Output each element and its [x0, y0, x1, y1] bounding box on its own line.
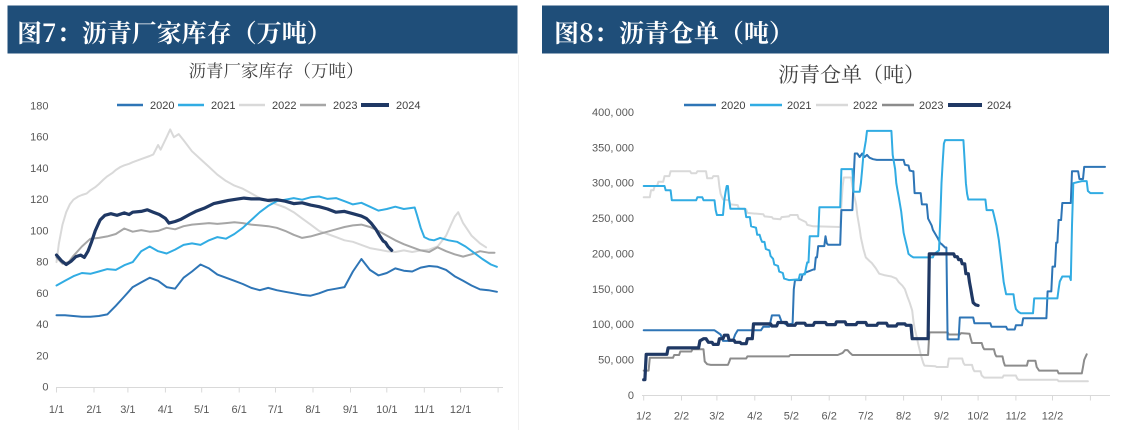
svg-text:7/1: 7/1	[268, 404, 283, 416]
svg-text:3/1: 3/1	[120, 404, 135, 416]
svg-text:100, 000: 100, 000	[592, 319, 634, 331]
svg-text:11/2: 11/2	[1006, 411, 1027, 423]
svg-text:150, 000: 150, 000	[592, 284, 634, 296]
svg-text:350, 000: 350, 000	[592, 142, 634, 154]
svg-text:50, 000: 50, 000	[598, 354, 634, 366]
svg-text:160: 160	[30, 132, 48, 144]
svg-text:0: 0	[42, 382, 48, 394]
svg-text:12/2: 12/2	[1042, 411, 1063, 423]
svg-text:300, 000: 300, 000	[592, 178, 634, 190]
svg-text:1/1: 1/1	[49, 404, 64, 416]
svg-text:2022: 2022	[853, 100, 877, 112]
svg-text:2024: 2024	[987, 100, 1011, 112]
svg-text:11/1: 11/1	[414, 404, 435, 416]
svg-text:3/2: 3/2	[709, 411, 724, 423]
svg-text:2/2: 2/2	[674, 411, 689, 423]
svg-text:9/2: 9/2	[934, 411, 949, 423]
svg-text:8/2: 8/2	[896, 411, 911, 423]
svg-text:2020: 2020	[721, 100, 745, 112]
svg-text:12/1: 12/1	[450, 404, 471, 416]
svg-text:140: 140	[30, 163, 48, 175]
svg-text:2021: 2021	[787, 100, 811, 112]
svg-text:200, 000: 200, 000	[592, 248, 634, 260]
svg-text:2023: 2023	[333, 100, 357, 112]
svg-text:6/2: 6/2	[822, 411, 837, 423]
svg-text:10/2: 10/2	[967, 411, 988, 423]
svg-text:2023: 2023	[919, 100, 943, 112]
svg-text:2/1: 2/1	[86, 404, 101, 416]
svg-text:2020: 2020	[150, 100, 174, 112]
svg-text:40: 40	[36, 319, 48, 331]
svg-text:2021: 2021	[211, 100, 235, 112]
svg-text:1/2: 1/2	[636, 411, 651, 423]
svg-text:4/1: 4/1	[158, 404, 173, 416]
svg-text:0: 0	[628, 390, 634, 402]
svg-text:8/1: 8/1	[305, 404, 320, 416]
svg-text:180: 180	[30, 101, 48, 113]
svg-text:10/1: 10/1	[376, 404, 397, 416]
svg-text:5/1: 5/1	[194, 404, 209, 416]
svg-text:20: 20	[36, 350, 48, 362]
svg-text:5/2: 5/2	[784, 411, 799, 423]
svg-text:250, 000: 250, 000	[592, 213, 634, 225]
svg-text:9/1: 9/1	[343, 404, 358, 416]
svg-text:80: 80	[36, 257, 48, 269]
svg-text:6/1: 6/1	[232, 404, 247, 416]
svg-text:4/2: 4/2	[747, 411, 762, 423]
svg-text:120: 120	[30, 194, 48, 206]
svg-text:400, 000: 400, 000	[592, 107, 634, 119]
svg-text:2022: 2022	[272, 100, 296, 112]
svg-text:100: 100	[30, 225, 48, 237]
svg-text:7/2: 7/2	[858, 411, 873, 423]
svg-text:60: 60	[36, 288, 48, 300]
svg-text:2024: 2024	[396, 100, 420, 112]
